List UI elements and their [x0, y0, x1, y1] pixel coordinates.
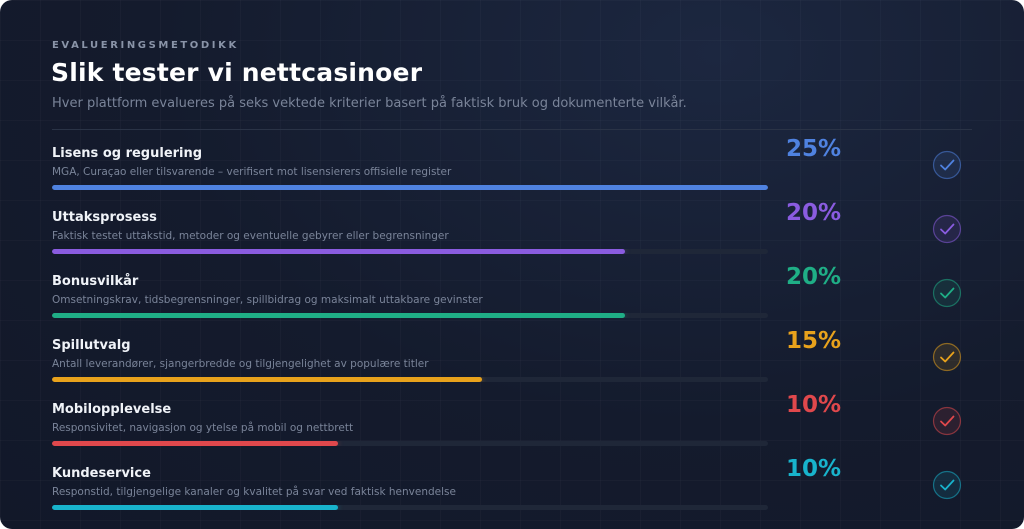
page-subtitle: Hver plattform evalueres på seks vektede… [52, 96, 687, 111]
check-circle-icon [932, 278, 962, 308]
criterion-description: Antall leverandører, sjangerbredde og ti… [52, 358, 429, 370]
weight-progress-track [52, 185, 768, 190]
weight-percentage: 25% [786, 136, 842, 162]
criterion-description: MGA, Curaçao eller tilsvarende – verifis… [52, 166, 452, 178]
weight-percentage: 15% [786, 328, 842, 354]
weight-progress-track [52, 313, 768, 318]
criterion-description: Omsetningskrav, tidsbegrensninger, spill… [52, 294, 483, 306]
weight-percentage: 10% [786, 456, 842, 482]
weight-progress-track [52, 505, 768, 510]
criterion-name: Spillutvalg [52, 338, 131, 353]
criterion-row: Spillutvalg Antall leverandører, sjangerb… [0, 328, 1024, 402]
weight-percentage: 10% [786, 392, 842, 418]
criterion-name: Uttaksprosess [52, 210, 157, 225]
criterion-description: Responsivitet, navigasjon og ytelse på m… [52, 422, 354, 434]
check-circle-icon [932, 470, 962, 500]
weight-progress-track [52, 249, 768, 254]
criterion-name: Kundeservice [52, 466, 151, 481]
weight-percentage: 20% [786, 200, 842, 226]
section-eyebrow: EVALUERINGSMETODIKK [52, 40, 239, 51]
check-circle-icon [932, 214, 962, 244]
criterion-row: Bonusvilkår Omsetningskrav, tidsbegrensni… [0, 264, 1024, 338]
weight-progress-fill [52, 185, 768, 190]
criterion-description: Faktisk testet uttakstid, metoder og eve… [52, 230, 449, 242]
weight-progress-fill [52, 249, 625, 254]
check-circle-icon [932, 342, 962, 372]
page-title: Slik tester vi nettcasinoer [51, 58, 423, 87]
weight-progress-fill [52, 505, 339, 510]
criterion-row: Kundeservice Responstid, tilgjengelige ka… [0, 456, 1024, 529]
check-circle-icon [932, 150, 962, 180]
criterion-row: Mobilopplevelse Responsivitet, navigasjon… [0, 392, 1024, 466]
criterion-name: Bonusvilkår [52, 274, 139, 289]
weight-progress-fill [52, 313, 625, 318]
criterion-description: Responstid, tilgjengelige kanaler og kva… [52, 486, 456, 498]
criterion-row: Lisens og regulering MGA, Curaçao eller t… [0, 136, 1024, 210]
weight-progress-fill [52, 441, 339, 446]
criterion-name: Mobilopplevelse [52, 402, 172, 417]
header-divider [52, 129, 972, 130]
criterion-row: Uttaksprosess Faktisk testet uttakstid, m… [0, 200, 1024, 274]
weight-percentage: 20% [786, 264, 842, 290]
check-circle-icon [932, 406, 962, 436]
criterion-name: Lisens og regulering [52, 146, 203, 161]
weight-progress-track [52, 377, 768, 382]
weight-progress-fill [52, 377, 482, 382]
weight-progress-track [52, 441, 768, 446]
